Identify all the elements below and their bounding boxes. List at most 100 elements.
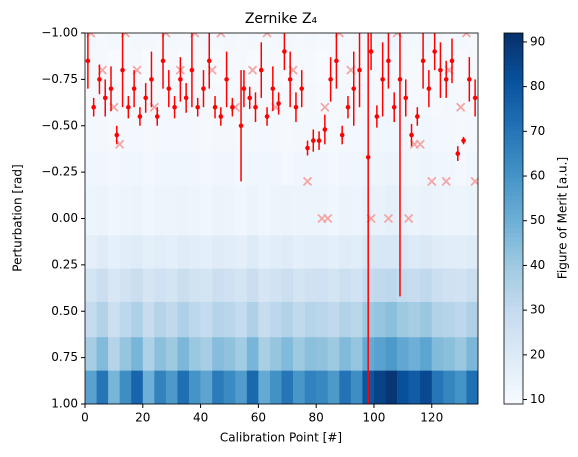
heatmap-cell (304, 370, 317, 405)
heatmap-cell (246, 116, 259, 153)
heatmap-cell (454, 301, 467, 338)
heatmap-cell (281, 116, 294, 153)
heatmap-cell (431, 49, 444, 84)
heatmap-cell (397, 370, 409, 405)
colorbar-segment (504, 46, 523, 53)
heatmap-cell (339, 301, 352, 338)
heatmap-cell (281, 337, 294, 371)
heatmap-cell (293, 116, 305, 153)
data-point (201, 86, 206, 91)
heatmap-cell (131, 151, 144, 186)
data-point (108, 86, 114, 91)
heatmap-cell (154, 268, 167, 303)
data-point (334, 58, 339, 64)
heatmap-cell (408, 33, 421, 50)
heatmap-cell (258, 116, 271, 153)
heatmap-cell (96, 116, 109, 153)
heatmap-cell (165, 116, 178, 153)
heatmap-cell (212, 116, 225, 153)
colorbar-tick-label: 50 (530, 213, 545, 227)
heatmap-cell (397, 301, 409, 338)
overlay (85, 33, 478, 404)
heatmap-cell (397, 83, 409, 117)
heatmap-cell (131, 337, 144, 371)
heatmap-cell (327, 185, 340, 236)
heatmap-cell (131, 33, 144, 50)
heatmap-cell (443, 235, 456, 269)
heatmap-cell (212, 337, 225, 371)
data-point (305, 145, 310, 151)
heatmap-cell (293, 235, 305, 269)
heatmap-cell (235, 185, 248, 236)
data-point (154, 114, 160, 119)
heatmap-cell (397, 337, 409, 371)
colorbar-segment (504, 60, 523, 66)
heatmap-cell (373, 49, 386, 84)
heatmap-cell (339, 185, 352, 236)
cross-stroke (427, 176, 437, 187)
colorbar-tick-label: 10 (530, 392, 545, 406)
heatmap-cell (408, 185, 421, 236)
cross-marker (320, 102, 330, 112)
cross-stroke (302, 176, 313, 187)
heatmap-cell (327, 301, 340, 338)
heatmap-cell (212, 83, 225, 117)
heatmap-cell (408, 301, 421, 338)
heatmap-cell (281, 49, 294, 84)
colorbar-segment (504, 176, 523, 182)
colorbar-segment (504, 148, 523, 155)
heatmap-cell (85, 301, 97, 338)
heatmap-cell (200, 83, 213, 117)
data-point (368, 49, 374, 54)
colorbar-segment (504, 79, 523, 85)
colorbar-segment (504, 380, 523, 386)
heatmap-cell (443, 301, 456, 338)
data-point (212, 104, 218, 110)
heatmap-cell (269, 337, 282, 371)
data-point (120, 67, 125, 73)
data-point (420, 58, 426, 64)
heatmap-cell (246, 151, 259, 186)
heatmap-cell (443, 33, 456, 50)
cross-marker (456, 102, 466, 112)
heatmap-cell (350, 301, 363, 338)
colorbar-segment (504, 93, 523, 99)
data-point (183, 95, 189, 101)
data-point (91, 104, 96, 110)
heatmap-cell (154, 33, 167, 50)
y-tick-label: 1.00 (51, 397, 78, 411)
heatmap-cell (223, 268, 236, 303)
heatmap-cell (316, 151, 329, 186)
colorbar-segment (504, 33, 523, 39)
heatmap-cell (258, 33, 271, 50)
heatmap-cell (420, 370, 433, 405)
heatmap-cell (108, 370, 120, 405)
heatmap-cell (431, 185, 444, 236)
heatmap-cell (293, 370, 305, 405)
heatmap-cell (235, 49, 248, 84)
heatmap-cell (119, 33, 132, 50)
heatmap-cell (339, 370, 352, 405)
cross-stroke (124, 33, 131, 38)
data-point (432, 49, 437, 54)
data-point (443, 77, 449, 82)
heatmap-cell (293, 185, 305, 236)
heatmap-cell (131, 301, 144, 338)
heatmap-cell (85, 337, 97, 371)
heatmap-cell (373, 83, 386, 117)
data-point (322, 127, 328, 132)
x-axis-label: Calibration Point [#] (220, 431, 342, 445)
colorbar-segment (504, 204, 523, 210)
data-point (282, 49, 287, 54)
data-point (241, 86, 247, 91)
heatmap-cell (212, 185, 225, 236)
heatmap-cell (258, 151, 271, 186)
y-tick-label: 0.75 (51, 350, 78, 364)
colorbar-segment (504, 306, 523, 312)
y-tick-label: −1.00 (41, 26, 78, 40)
data-point (380, 77, 385, 82)
heatmap-cell (223, 370, 236, 405)
data-point (270, 86, 276, 91)
heatmap-cell (235, 235, 248, 269)
data-point (126, 104, 131, 110)
